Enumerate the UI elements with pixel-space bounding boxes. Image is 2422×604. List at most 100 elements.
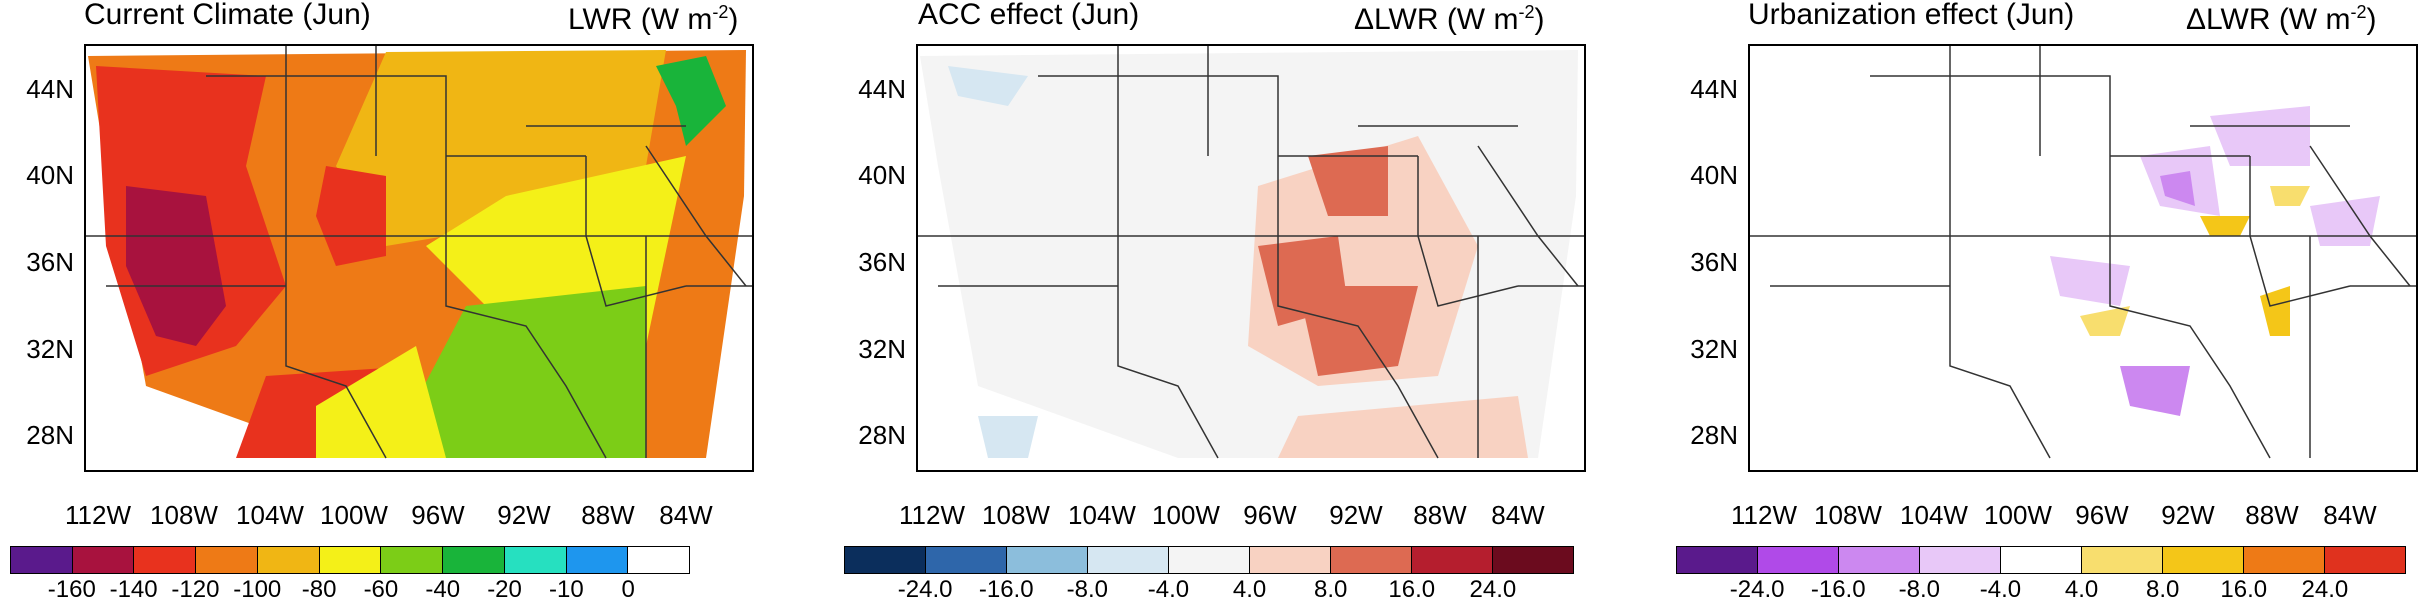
colorbar-swatch bbox=[256, 546, 320, 574]
colorbar bbox=[844, 546, 1574, 574]
lat-label: 40N bbox=[26, 160, 74, 190]
map-image bbox=[1750, 46, 2416, 470]
lon-label: 100W bbox=[1152, 500, 1220, 530]
lon-label: 108W bbox=[982, 500, 1050, 530]
colorbar-tick-label: -160 bbox=[47, 576, 96, 603]
colorbar-tick-label: -8.0 bbox=[1898, 576, 1940, 603]
colorbar bbox=[1676, 546, 2406, 574]
colorbar-tick-label: -4.0 bbox=[1979, 576, 2022, 603]
lat-label: 36N bbox=[1690, 247, 1738, 277]
colorbar-swatch bbox=[565, 546, 629, 574]
colorbar-tick-label: -8.0 bbox=[1066, 576, 1108, 603]
colorbar-tick-label: -4.0 bbox=[1147, 576, 1190, 603]
colorbar-tick-label: -120 bbox=[171, 576, 220, 603]
colorbar-tick-label: -40 bbox=[425, 576, 461, 603]
colorbar-tick-label: -24.0 bbox=[897, 576, 953, 603]
map-acc-effect bbox=[916, 44, 1586, 472]
lon-label: 88W bbox=[1413, 500, 1467, 530]
colorbar-swatch bbox=[503, 546, 567, 574]
lon-label: 108W bbox=[150, 500, 218, 530]
lat-label: 36N bbox=[858, 247, 906, 277]
map-image bbox=[918, 46, 1584, 459]
colorbar-swatch bbox=[380, 546, 444, 574]
lon-label: 92W bbox=[2161, 500, 2215, 530]
lat-label: 28N bbox=[1690, 420, 1738, 450]
lon-label: 100W bbox=[320, 500, 388, 530]
colorbar-swatch bbox=[10, 546, 73, 574]
colorbar-swatch bbox=[1006, 546, 1088, 574]
lon-label: 104W bbox=[236, 500, 304, 530]
map-image bbox=[86, 46, 752, 459]
panel-unit-label: LWR (W m-2) bbox=[568, 2, 738, 37]
lat-label: 32N bbox=[26, 334, 74, 364]
colorbar-swatch bbox=[1087, 546, 1169, 574]
colorbar-swatch bbox=[2243, 546, 2325, 574]
lon-label: 84W bbox=[1491, 500, 1545, 530]
lon-label: 100W bbox=[1984, 500, 2052, 530]
panel-current-climate: Current Climate (Jun) LWR (W m-2) bbox=[0, 0, 760, 603]
lon-label: 88W bbox=[581, 500, 635, 530]
colorbar-tick-label: -24.0 bbox=[1729, 576, 1785, 603]
unit-text: ΔLWR (W m bbox=[2186, 3, 2351, 36]
panel-unit-label: ΔLWR (W m-2) bbox=[1354, 2, 1544, 37]
unit-close: ) bbox=[1534, 3, 1545, 36]
colorbar-swatch bbox=[133, 546, 197, 574]
colorbar-tick-label: -60 bbox=[363, 576, 399, 603]
lon-label: 112W bbox=[1731, 500, 1797, 530]
unit-text: ΔLWR (W m bbox=[1354, 3, 1519, 36]
unit-text: LWR (W m bbox=[568, 3, 713, 36]
colorbar-swatch bbox=[1919, 546, 2001, 574]
colorbar-tick-label: 0 bbox=[621, 576, 635, 603]
colorbar-swatch bbox=[71, 546, 135, 574]
colorbar-tick-label: 24.0 bbox=[1469, 576, 1517, 603]
colorbar-swatch bbox=[1168, 546, 1250, 574]
lon-label: 96W bbox=[411, 500, 465, 530]
colorbar-swatch bbox=[2000, 546, 2082, 574]
lon-label: 112W bbox=[65, 500, 131, 530]
colorbar-swatch bbox=[195, 546, 258, 574]
lat-label: 28N bbox=[858, 420, 906, 450]
lat-label: 36N bbox=[26, 247, 74, 277]
panel-title: Current Climate (Jun) bbox=[84, 0, 371, 31]
lat-label: 28N bbox=[26, 420, 74, 450]
unit-close: ) bbox=[728, 3, 739, 36]
lat-label: 44N bbox=[858, 74, 906, 104]
colorbar-swatch bbox=[844, 546, 926, 574]
lat-label: 40N bbox=[858, 160, 906, 190]
colorbar-swatch bbox=[1492, 546, 1574, 574]
lat-label: 44N bbox=[26, 74, 74, 104]
lon-label: 88W bbox=[2245, 500, 2299, 530]
panel-unit-label: ΔLWR (W m-2) bbox=[2186, 2, 2376, 37]
colorbar-tick-label: -10 bbox=[549, 576, 584, 603]
colorbar-tick-label: -100 bbox=[233, 576, 282, 603]
colorbar-swatch bbox=[1249, 546, 1331, 574]
colorbar-swatch bbox=[2324, 546, 2406, 574]
lat-label: 32N bbox=[1690, 334, 1738, 364]
lon-label: 104W bbox=[1068, 500, 1136, 530]
unit-superscript: -2 bbox=[2350, 2, 2367, 22]
colorbar-swatch bbox=[1411, 546, 1493, 574]
colorbar-tick-label: -140 bbox=[109, 576, 158, 603]
map-current-climate bbox=[84, 44, 754, 472]
colorbar-tick-label: -20 bbox=[487, 576, 522, 603]
lat-label: 44N bbox=[1690, 74, 1738, 104]
lon-label: 108W bbox=[1814, 500, 1882, 530]
panel-title: Urbanization effect (Jun) bbox=[1748, 0, 2075, 31]
colorbar-tick-label: 8.0 bbox=[1313, 576, 1348, 603]
panel-urbanization-effect: Urbanization effect (Jun) ΔLWR (W m-2) bbox=[1662, 0, 2422, 603]
colorbar-tick-label: 4.0 bbox=[1232, 576, 1267, 603]
colorbar-tick-label: -80 bbox=[301, 576, 337, 603]
lon-label: 84W bbox=[2323, 500, 2377, 530]
panel-acc-effect: ACC effect (Jun) ΔLWR (W m-2) bbox=[830, 0, 1590, 603]
colorbar-swatch bbox=[1757, 546, 1839, 574]
colorbar-tick-label: 4.0 bbox=[2064, 576, 2099, 603]
lon-label: 112W bbox=[899, 500, 965, 530]
map-urbanization-effect bbox=[1748, 44, 2418, 472]
colorbar-tick-label: -16.0 bbox=[1810, 576, 1866, 603]
colorbar bbox=[10, 546, 691, 574]
colorbar-swatch bbox=[1838, 546, 1920, 574]
lon-label: 104W bbox=[1900, 500, 1968, 530]
colorbar-swatch bbox=[2081, 546, 2163, 574]
colorbar-swatch bbox=[442, 546, 505, 574]
colorbar-tick-label: 24.0 bbox=[2301, 576, 2349, 603]
